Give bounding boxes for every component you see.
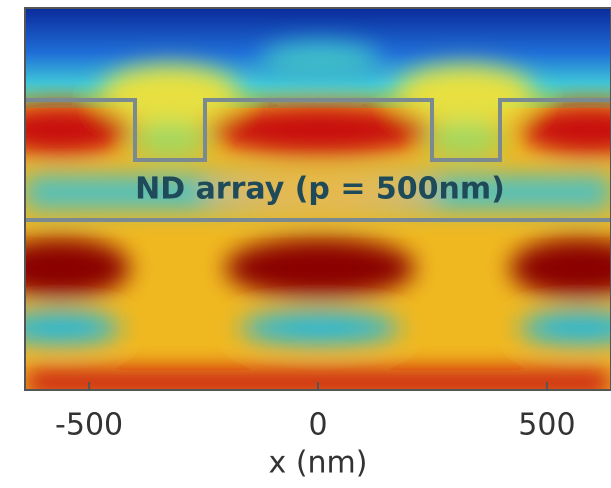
x-tick-label: -500 xyxy=(55,408,123,443)
field-map xyxy=(25,8,611,390)
x-tick-label: 500 xyxy=(518,408,575,443)
x-tick-label: 0 xyxy=(308,408,327,443)
annotation: ND array (p = 500nm) xyxy=(135,172,505,207)
x-axis-label: x (nm) xyxy=(269,446,368,481)
